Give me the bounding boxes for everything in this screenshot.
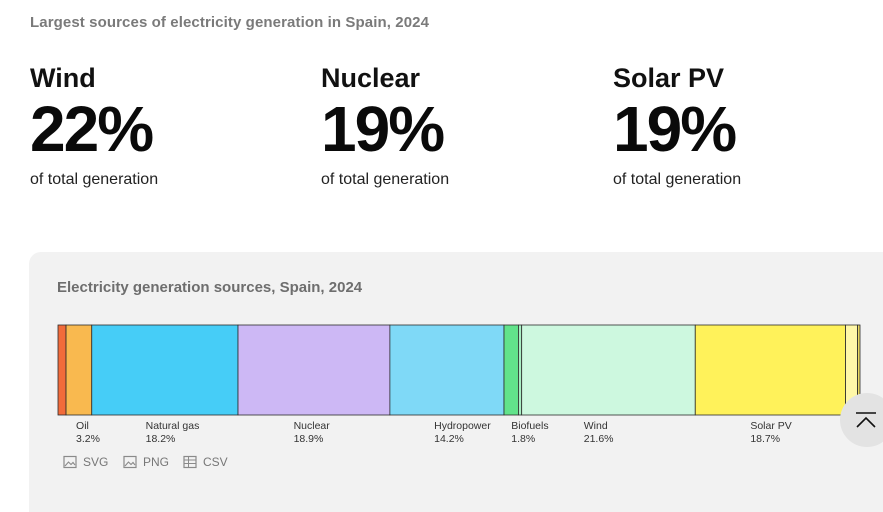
bar-segment-biofuels[interactable] — [503, 324, 519, 416]
download-svg-button[interactable]: SVG — [63, 455, 108, 469]
highlight-wind: Wind 22% of total generation — [30, 62, 158, 190]
bar-segment-oil[interactable] — [65, 324, 93, 416]
segment-value-nuclear: 18.9% — [294, 433, 324, 445]
segment-value-wind: 21.6% — [584, 433, 614, 445]
bar-segment-waste[interactable] — [518, 324, 523, 416]
segment-label-solar-pv: Solar PV — [750, 420, 791, 432]
highlight-value: 19% — [613, 93, 737, 165]
download-svg-label: SVG — [83, 455, 109, 469]
download-csv-label: CSV — [203, 455, 228, 469]
highlight-name: Nuclear — [321, 63, 421, 93]
highlight-nuclear: Nuclear 19% of total generation — [321, 62, 449, 190]
segment-label-oil: Oil — [76, 420, 89, 432]
segment-value-natural-gas: 18.2% — [146, 433, 176, 445]
bar-segment-coal[interactable] — [57, 324, 67, 416]
highlight-desc: of total generation — [321, 171, 450, 188]
segment-value-biofuels: 1.8% — [511, 433, 535, 445]
segment-label-nuclear: Nuclear — [294, 420, 331, 432]
segment-label-hydropower: Hydropower — [434, 420, 491, 432]
segment-label-natural-gas: Natural gas — [146, 420, 200, 432]
table-icon — [183, 455, 197, 469]
highlight-value: 19% — [321, 93, 445, 165]
highlight-desc: of total generation — [30, 171, 159, 188]
bar-segment-solar-pv[interactable] — [694, 324, 846, 416]
highlight-name: Wind — [30, 63, 96, 93]
download-png-button[interactable]: PNG — [123, 455, 169, 469]
bar-segment-nuclear[interactable] — [237, 324, 391, 416]
scroll-to-top-button[interactable] — [840, 393, 883, 447]
image-icon — [63, 455, 77, 469]
highlight-name: Solar PV — [613, 63, 725, 93]
download-csv-button[interactable]: CSV — [183, 455, 228, 469]
download-png-label: PNG — [143, 455, 170, 469]
highlight-desc: of total generation — [613, 171, 742, 188]
page-title: Largest sources of electricity generatio… — [30, 14, 430, 31]
segment-value-oil: 3.2% — [76, 433, 100, 445]
segment-label-biofuels: Biofuels — [511, 420, 548, 432]
chevron-up-icon — [856, 412, 876, 428]
chart-title: Electricity generation sources, Spain, 2… — [57, 279, 363, 296]
image-icon — [123, 455, 137, 469]
segment-label-wind: Wind — [584, 420, 608, 432]
segment-value-solar-pv: 18.7% — [750, 433, 780, 445]
highlight-solar-pv: Solar PV 19% of total generation — [613, 62, 741, 190]
highlight-value: 22% — [30, 93, 154, 165]
bar-segment-natural-gas[interactable] — [91, 324, 239, 416]
bar-segment-hydropower[interactable] — [389, 324, 505, 416]
segment-value-hydropower: 14.2% — [434, 433, 464, 445]
bar-segment-wind[interactable] — [521, 324, 696, 416]
